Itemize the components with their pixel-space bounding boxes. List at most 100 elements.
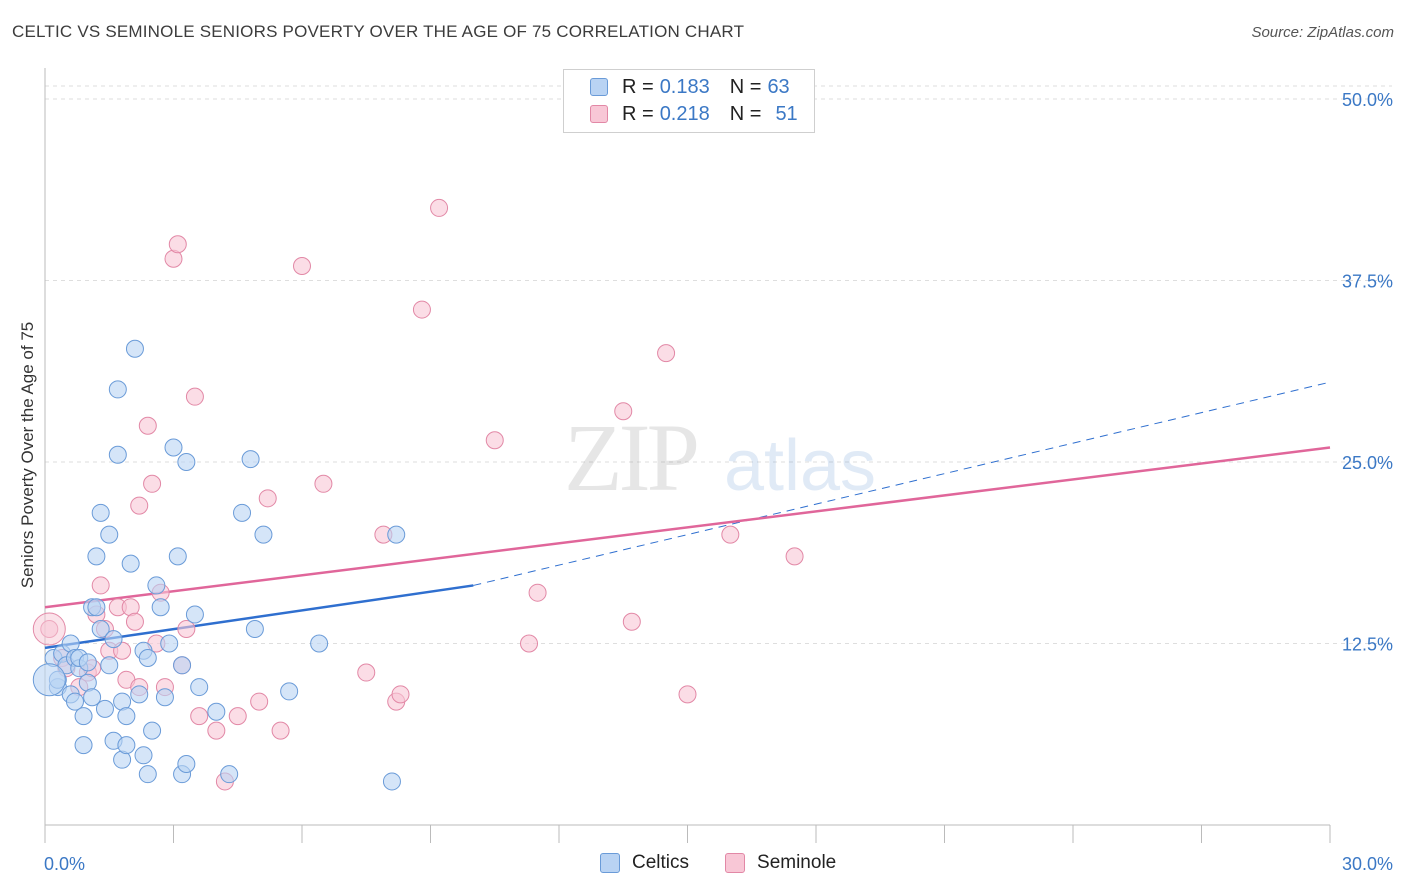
point-celtics (155, 688, 174, 707)
legend-row-celtics: R = 0.183 N = 63 (590, 74, 796, 100)
point-celtics (134, 746, 153, 765)
series-celtics (32, 339, 406, 791)
point-celtics (147, 576, 166, 595)
point-celtics (125, 339, 144, 358)
y-tick-label: 50.0% (1342, 90, 1393, 110)
point-seminole (657, 344, 676, 363)
point-seminole (520, 634, 539, 653)
point-celtics (310, 634, 329, 653)
point-seminole (528, 583, 547, 602)
point-celtics (387, 525, 406, 544)
point-celtics (95, 699, 114, 718)
point-celtics (100, 656, 119, 675)
point-celtics (177, 453, 196, 472)
legend-swatch-celtics (600, 853, 620, 873)
watermark-zip: ZIP (564, 404, 697, 511)
point-seminole (228, 707, 247, 726)
point-seminole (91, 576, 110, 595)
legend-r-value: 0.183 (659, 75, 710, 98)
source-label: Source: ZipAtlas.com (1251, 24, 1394, 41)
legend-label-celtics: Celtics (632, 852, 690, 873)
point-seminole (430, 198, 449, 217)
chart-title: CELTIC VS SEMINOLE SENIORS POVERTY OVER … (12, 22, 745, 41)
point-celtics (138, 765, 157, 784)
point-celtics (164, 438, 183, 457)
legend-r-value: 0.218 (659, 102, 710, 125)
legend-n-label: N = (729, 75, 762, 98)
point-seminole (168, 235, 187, 254)
legend-item-seminole[interactable]: Seminole (725, 852, 836, 874)
point-celtics (74, 736, 93, 755)
point-celtics (117, 707, 136, 726)
point-celtics (233, 503, 252, 522)
x-tick-label: 0.0% (44, 854, 85, 874)
point-celtics (245, 619, 264, 638)
legend-item-celtics[interactable]: Celtics (600, 852, 689, 874)
legend-r-label: R = (622, 102, 654, 125)
point-celtics (190, 678, 209, 697)
point-seminole (314, 474, 333, 493)
legend-label-seminole: Seminole (757, 852, 837, 873)
trend-line-seminole (44, 446, 1331, 609)
point-seminole (130, 496, 149, 515)
point-seminole (271, 721, 290, 740)
point-seminole (485, 431, 504, 450)
point-celtics (91, 503, 110, 522)
point-celtics (220, 765, 239, 784)
point-celtics (185, 605, 204, 624)
point-seminole (250, 692, 269, 711)
y-tick-label: 25.0% (1342, 453, 1393, 473)
point-celtics (87, 598, 106, 617)
y-axis-label: Seniors Poverty Over the Age of 75 (18, 321, 37, 589)
point-seminole (138, 416, 157, 435)
point-seminole (293, 257, 311, 276)
point-seminole (143, 474, 162, 493)
point-seminole (177, 619, 196, 638)
x-tick-labels: 0.0% 30.0% (44, 854, 1393, 874)
point-celtics (138, 649, 157, 668)
point-celtics (91, 619, 110, 638)
point-seminole (357, 663, 376, 682)
point-celtics (130, 685, 149, 704)
point-celtics (241, 450, 260, 469)
point-seminole (678, 685, 697, 704)
point-celtics (143, 721, 162, 740)
point-celtics (78, 653, 97, 672)
point-seminole (125, 612, 144, 631)
legend-swatch-seminole (590, 105, 608, 123)
point-seminole (258, 489, 277, 508)
point-celtics (280, 682, 299, 701)
point-celtics (74, 707, 93, 726)
point-seminole (32, 612, 66, 646)
point-celtics (32, 663, 66, 697)
y-tick-label: 37.5% (1342, 272, 1393, 292)
point-celtics (177, 755, 196, 774)
point-seminole (622, 612, 641, 631)
point-celtics (65, 692, 84, 711)
point-celtics (207, 702, 226, 721)
stats-legend: R = 0.183 N = 63 R = 0.218 N = 51 (563, 69, 815, 133)
legend-swatch-seminole (725, 853, 746, 873)
point-celtics (151, 598, 170, 617)
point-celtics (173, 656, 192, 675)
point-seminole (185, 387, 204, 406)
legend-n-value: 51 (775, 102, 798, 125)
legend-n-label: N = (729, 102, 762, 125)
point-celtics (87, 547, 106, 566)
point-celtics (117, 736, 136, 755)
y-tick-labels: 12.5% 25.0% 37.5% 50.0% (1342, 90, 1393, 654)
point-celtics (104, 630, 123, 649)
point-celtics (108, 445, 127, 464)
point-celtics (254, 525, 273, 544)
watermark-atlas: atlas (724, 426, 876, 506)
point-celtics (168, 547, 187, 566)
x-tick-label: 30.0% (1342, 854, 1393, 874)
point-celtics (83, 688, 102, 707)
point-celtics (100, 525, 119, 544)
grid-lines (45, 85, 1392, 645)
point-seminole (207, 721, 226, 740)
y-tick-label: 12.5% (1342, 635, 1393, 655)
point-celtics (121, 554, 140, 573)
point-seminole (721, 525, 740, 544)
